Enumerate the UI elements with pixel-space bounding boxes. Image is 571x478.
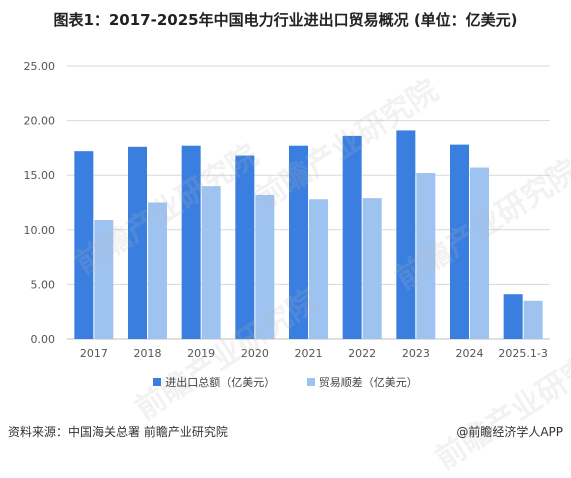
chart-title: 图表1：2017-2025年中国电力行业进出口贸易概况 (单位：亿美元)	[53, 11, 518, 29]
bar-surplus-2025.1-3	[523, 300, 543, 339]
y-tick-label: 25.00	[24, 60, 56, 73]
legend-swatch-total	[153, 378, 162, 386]
bar-total-2024	[450, 144, 469, 339]
bar-total-2023	[396, 130, 416, 339]
x-tick-label: 2022	[348, 347, 376, 360]
grid-lines	[67, 65, 550, 340]
bar-total-2019	[181, 145, 201, 339]
bar-total-2017	[74, 151, 94, 339]
y-tick-label: 0.00	[31, 333, 56, 346]
bar-surplus-2019	[201, 186, 221, 339]
legend-item-surplus: 贸易顺差（亿美元）	[306, 374, 418, 390]
bar-surplus-2023	[416, 173, 436, 339]
brand-credit: @前瞻经济学人APP	[456, 425, 563, 439]
bar-total-2018	[128, 146, 147, 339]
y-tick-label: 5.00	[31, 278, 56, 291]
bar-total-2025.1-3	[503, 294, 523, 339]
bars	[74, 130, 543, 339]
bar-surplus-2018	[148, 202, 167, 339]
bar-surplus-2017	[94, 219, 114, 339]
bar-total-2022	[342, 135, 362, 339]
bar-total-2021	[289, 145, 308, 339]
source-note: 资料来源：中国海关总署 前瞻产业研究院	[8, 425, 228, 439]
legend: 进出口总额（亿美元） 贸易顺差（亿美元）	[0, 374, 571, 390]
x-tick-label: 2019	[187, 347, 215, 360]
legend-swatch-surplus	[306, 378, 315, 386]
x-tick-label: 2018	[134, 347, 162, 360]
bar-surplus-2021	[309, 199, 328, 339]
x-tick-label: 2025.1-3	[498, 347, 547, 360]
bar-surplus-2020	[255, 194, 275, 339]
y-axis-ticks: 0.00 5.00 10.00 15.00 20.00 25.00	[24, 60, 56, 346]
bar-total-2020	[235, 155, 255, 339]
x-tick-label: 2017	[80, 347, 108, 360]
x-tick-label: 2024	[456, 347, 484, 360]
legend-item-total: 进出口总额（亿美元）	[153, 374, 275, 390]
legend-label-surplus: 贸易顺差（亿美元）	[318, 376, 418, 389]
x-tick-label: 2023	[402, 347, 430, 360]
y-tick-label: 15.00	[24, 169, 56, 182]
bar-surplus-2024	[470, 167, 489, 339]
x-tick-label: 2020	[241, 347, 269, 360]
x-tick-label: 2021	[295, 347, 323, 360]
x-axis-ticks: 2017 2018 2019 2020 2021 2022 2023 2024 2025.1-3	[80, 347, 548, 360]
bar-surplus-2022	[362, 198, 382, 339]
y-tick-label: 10.00	[24, 224, 56, 237]
legend-label-total: 进出口总额（亿美元）	[165, 376, 276, 389]
y-tick-label: 20.00	[24, 115, 56, 128]
